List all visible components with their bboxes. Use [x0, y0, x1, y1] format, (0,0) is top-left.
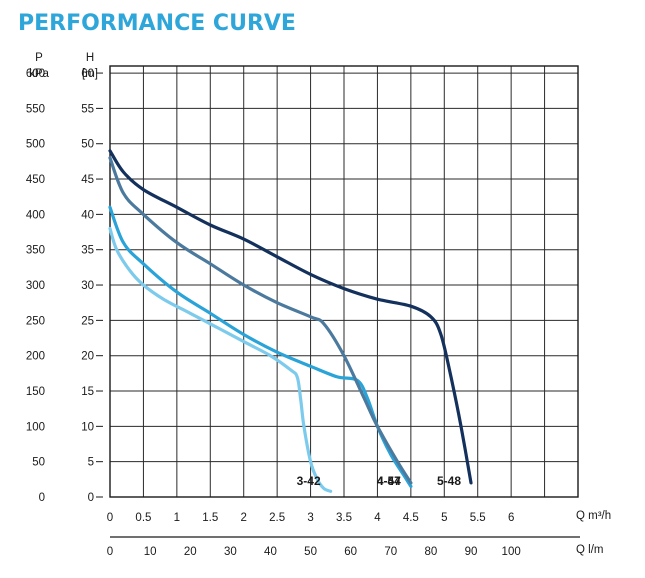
curve-4-47 — [108, 205, 413, 488]
curves: 3-42 4-474-54 5-48 — [108, 149, 473, 493]
plot-frame — [109, 65, 579, 498]
flow-m3h-tick-label: 3.5 — [336, 512, 352, 524]
head-tick-label: 15 — [81, 386, 94, 398]
pressure-tick-label: 0 — [39, 492, 45, 504]
flow-m3h-ticks: 0 0.5 1 1.5 2 2.5 3 3.5 4 4.5 5 5.5 6 — [107, 512, 515, 524]
flow-lm-tick-label: 80 — [425, 546, 438, 558]
flow-lm-tick-label: 60 — [344, 546, 357, 558]
curve-label-3-42: 3-42 — [297, 474, 321, 488]
flow-m3h-tick-label: 3 — [307, 512, 313, 524]
head-tick-label: 0 — [88, 492, 94, 504]
flow-lm-tick-label: 40 — [264, 546, 277, 558]
grid — [110, 66, 578, 497]
flow-m3h-tick-label: 2 — [241, 512, 247, 524]
pressure-tick-label: 100 — [26, 421, 45, 433]
head-tick-label: 10 — [81, 421, 94, 433]
pressure-tick-label: 350 — [26, 245, 45, 257]
flow-lm-ticks: 0 10 20 30 40 50 60 70 80 90 100 — [107, 546, 521, 558]
flow-lm-tick-label: 90 — [465, 546, 478, 558]
pressure-axis-unit: kPa — [29, 68, 49, 80]
head-tick-label: 45 — [81, 174, 94, 186]
flow-m3h-tick-label: 1 — [174, 512, 180, 524]
flow-lm-tick-label: 0 — [107, 546, 113, 558]
flow-m3h-tick-label: 1.5 — [202, 512, 218, 524]
head-axis-label: H — [86, 52, 94, 64]
flow-m3h-tick-label: 6 — [508, 512, 514, 524]
chart-title: PERFORMANCE CURVE — [18, 11, 296, 36]
curve-5-48 — [108, 149, 473, 485]
flow-m3h-tick-label: 5 — [441, 512, 447, 524]
flow-lm-tick-label: 20 — [184, 546, 197, 558]
head-tick-label: 60 — [81, 68, 94, 80]
pressure-tick-label: 200 — [26, 351, 45, 363]
pressure-tick-label: 50 — [32, 457, 45, 469]
head-tick-label: 30 — [81, 280, 94, 292]
head-axis-unit: [m] — [82, 68, 98, 80]
pressure-tick-label: 400 — [26, 209, 45, 221]
pressure-tick-label: 500 — [26, 139, 45, 151]
flow-m3h-tick-label: 2.5 — [269, 512, 285, 524]
flow-m3h-tick-label: 4 — [374, 512, 381, 524]
pressure-axis-label: P — [35, 52, 43, 64]
head-tick-label: 25 — [81, 315, 94, 327]
flow-lm-tick-label: 70 — [384, 546, 397, 558]
curve-label-4-47: 4-47 — [377, 474, 401, 488]
flow-lm-tick-label: 100 — [502, 546, 521, 558]
flow-lm-tick-label: 30 — [224, 546, 237, 558]
plot-border — [109, 65, 579, 498]
flow-m3h-tick-label: 4.5 — [403, 512, 419, 524]
head-tick-label: 55 — [81, 103, 94, 115]
head-tick-label: 5 — [88, 457, 94, 469]
pressure-tick-label: 600 — [26, 68, 45, 80]
flow-lm-tick-label: 10 — [144, 546, 157, 558]
flow-lm-axis-label: Q l/m — [576, 544, 603, 556]
curve-4-54 — [108, 156, 413, 485]
flow-m3h-axis-label: Q m³/h — [576, 510, 611, 522]
curve-3-42 — [108, 226, 333, 493]
pressure-tick-label: 450 — [26, 174, 45, 186]
flow-m3h-tick-label: 0.5 — [135, 512, 151, 524]
pressure-tick-label: 250 — [26, 315, 45, 327]
pressure-tick-label: 550 — [26, 103, 45, 115]
head-tick-label: 35 — [81, 245, 94, 257]
head-tick-label: 40 — [81, 209, 94, 221]
head-tick-label: 20 — [81, 351, 94, 363]
pressure-tick-label: 300 — [26, 280, 45, 292]
pressure-tick-label: 150 — [26, 386, 45, 398]
curve-label-4-54: 4-54 — [377, 474, 401, 488]
curve-label-5-48: 5-48 — [437, 474, 461, 488]
flow-m3h-tick-label: 5.5 — [470, 512, 486, 524]
flow-lm-tick-label: 50 — [304, 546, 317, 558]
flow-m3h-tick-label: 0 — [107, 512, 113, 524]
head-tick-label: 50 — [81, 139, 94, 151]
